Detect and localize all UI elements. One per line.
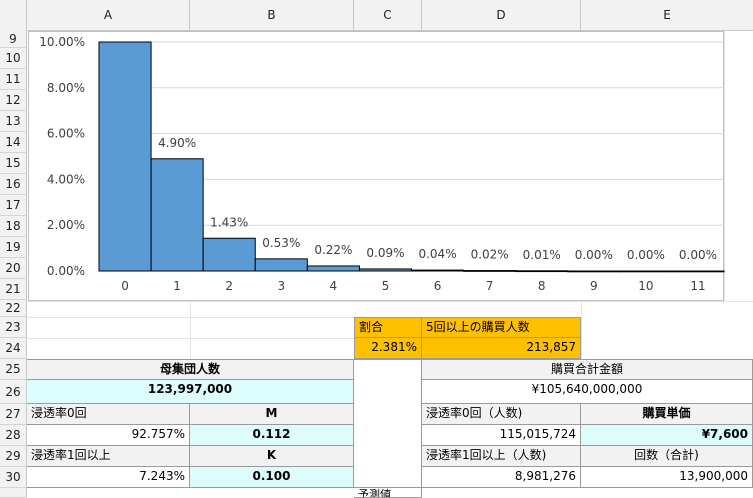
buyers5-value[interactable]: 213,857 — [422, 338, 581, 359]
row-header-25[interactable]: 25 — [0, 359, 27, 380]
y-tick-label: 8.00% — [47, 81, 85, 95]
row-header-15[interactable]: 15 — [0, 153, 27, 174]
row-header-16[interactable]: 16 — [0, 174, 27, 195]
x-tick-label: 0 — [121, 279, 129, 293]
column-header-e[interactable]: E — [663, 8, 671, 22]
column-header-d[interactable]: D — [422, 0, 581, 31]
merged-c-cell[interactable] — [354, 359, 422, 488]
y-tick-label: 2.00% — [47, 218, 85, 232]
row-header-12[interactable]: 12 — [0, 90, 27, 111]
data-label: 0.00% — [627, 248, 665, 262]
purchase-total-value[interactable]: ¥105,640,000,000 — [422, 380, 753, 404]
chart-bar[interactable] — [306, 265, 360, 272]
row-header-23[interactable]: 23 — [0, 317, 27, 338]
row-header-10[interactable]: 10 — [0, 48, 27, 69]
row-header-30[interactable]: 30 — [0, 467, 27, 488]
data-label: 1.43% — [210, 215, 248, 229]
pen1-value[interactable]: 7.243% — [27, 467, 190, 488]
data-label: 0.00% — [575, 248, 613, 262]
pen1-people-label[interactable]: 浸透率1回以上（人数) — [422, 446, 581, 467]
pen0-people-label[interactable]: 浸透率0回（人数) — [422, 404, 581, 425]
unit-price-label[interactable]: 購買単価 — [581, 404, 753, 425]
x-tick-label: 1 — [173, 279, 181, 293]
row-header-28[interactable]: 28 — [0, 425, 27, 446]
x-tick-label: 10 — [638, 279, 653, 293]
forecast-label[interactable]: 予測値 — [354, 488, 422, 498]
select-all-corner[interactable] — [0, 0, 27, 31]
row-header-13[interactable]: 13 — [0, 111, 27, 132]
x-tick-label: 9 — [590, 279, 598, 293]
population-value[interactable]: 123,997,000 — [27, 380, 354, 404]
pen0-label[interactable]: 浸透率0回 — [27, 404, 190, 425]
count-total-value[interactable]: 13,900,000 — [581, 467, 753, 488]
y-tick-label: 0.00% — [47, 264, 85, 278]
m-label[interactable]: M — [190, 404, 354, 425]
bar-chart[interactable]: 0.00% 2.00% 4.00% 6.00% 8.00% 10.00% 0 4.90% 1 1.… — [28, 31, 725, 301]
data-label: 0.53% — [262, 236, 300, 250]
x-tick-label: 6 — [434, 279, 442, 293]
column-header-a[interactable]: A — [27, 0, 190, 31]
unit-price-value[interactable]: ¥7,600 — [581, 425, 753, 446]
y-tick-label: 6.00% — [47, 127, 85, 141]
pen1-label[interactable]: 浸透率1回以上 — [27, 446, 190, 467]
data-label: 4.90% — [158, 136, 196, 150]
column-header-b[interactable]: B — [190, 0, 354, 31]
buyers5-label[interactable]: 5回以上の購買人数 — [422, 317, 581, 338]
gridline-col — [581, 301, 582, 359]
row-header-19[interactable]: 19 — [0, 237, 27, 258]
row-header-31[interactable] — [0, 488, 27, 498]
data-label: 0.02% — [471, 248, 509, 262]
chart-canvas: 0.00% 2.00% 4.00% 6.00% 8.00% 10.00% 0 4.90% 1 1.… — [39, 35, 725, 293]
k-value[interactable]: 0.100 — [190, 467, 354, 488]
row-header-20[interactable]: 20 — [0, 258, 27, 279]
column-header-c[interactable]: C — [354, 0, 422, 31]
population-label[interactable]: 母集団人数 — [27, 359, 354, 380]
gridline-row — [27, 301, 753, 302]
k-label[interactable]: K — [190, 446, 354, 467]
row-header-29[interactable]: 29 — [0, 446, 27, 467]
column-header-bar: A B C D E — [0, 0, 753, 31]
row-header-9[interactable]: 9 — [0, 31, 27, 48]
row-header-26[interactable]: 26 — [0, 380, 27, 404]
x-tick-label: 2 — [225, 279, 233, 293]
row-header-17[interactable]: 17 — [0, 195, 27, 216]
row-header-24[interactable]: 24 — [0, 338, 27, 359]
chart-bar[interactable] — [254, 258, 308, 272]
row-header-21[interactable]: 21 — [0, 279, 27, 300]
purchase-total-label[interactable]: 購買合計金額 — [422, 359, 753, 380]
row-header-18[interactable]: 18 — [0, 216, 27, 237]
row-header-14[interactable]: 14 — [0, 132, 27, 153]
x-tick-label: 4 — [330, 279, 338, 293]
data-label: 0.00% — [679, 248, 717, 262]
pen0-people-value[interactable]: 115,015,724 — [422, 425, 581, 446]
data-label: 0.22% — [314, 243, 352, 257]
chart-bar[interactable] — [98, 41, 152, 272]
count-total-label[interactable]: 回数（合計) — [581, 446, 753, 467]
chart-bar[interactable] — [150, 158, 204, 272]
x-tick-label: 11 — [690, 279, 705, 293]
m-value[interactable]: 0.112 — [190, 425, 354, 446]
x-tick-label: 3 — [277, 279, 285, 293]
row-header-11[interactable]: 11 — [0, 69, 27, 90]
row-header-22[interactable]: 22 — [0, 300, 27, 317]
x-tick-label: 8 — [538, 279, 546, 293]
y-tick-label: 10.00% — [39, 35, 85, 49]
data-label: 0.01% — [523, 248, 561, 262]
gridline-col — [724, 31, 725, 301]
row-header-27[interactable]: 27 — [0, 404, 27, 425]
ratio-value[interactable]: 2.381% — [354, 338, 422, 359]
ratio-label[interactable]: 割合 — [354, 317, 422, 338]
pen1-people-value[interactable]: 8,981,276 — [422, 467, 581, 488]
gridline-col — [190, 301, 191, 359]
x-tick-label: 5 — [382, 279, 390, 293]
pen0-value[interactable]: 92.757% — [27, 425, 190, 446]
chart-bar[interactable] — [202, 237, 256, 272]
x-tick-label: 7 — [486, 279, 494, 293]
data-label: 0.04% — [418, 247, 456, 261]
y-tick-label: 4.00% — [47, 172, 85, 186]
data-label: 0.09% — [366, 246, 404, 260]
